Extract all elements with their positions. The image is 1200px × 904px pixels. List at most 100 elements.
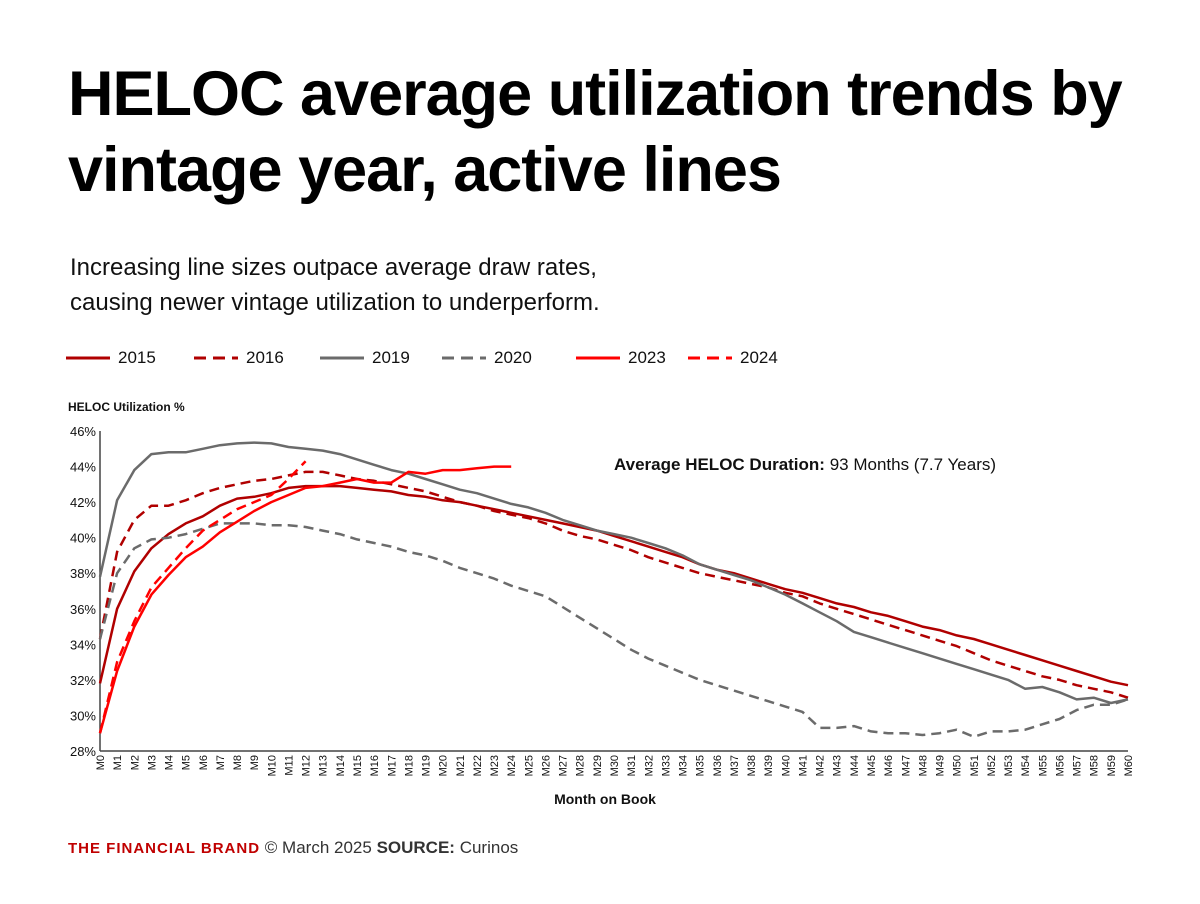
x-tick-label: M33 (660, 755, 672, 776)
y-tick-label: 36% (70, 602, 96, 617)
x-tick-label: M50 (952, 755, 964, 776)
y-tick-label: 28% (70, 744, 96, 759)
x-tick-label: M31 (626, 755, 638, 776)
x-tick-label: M14 (335, 755, 347, 776)
legend-swatch (66, 356, 110, 360)
x-tick-label: M49 (935, 755, 947, 776)
footer: THE FINANCIAL BRAND © March 2025 SOURCE:… (68, 838, 518, 858)
legend-label: 2019 (372, 348, 410, 367)
x-tick-label: M6 (198, 755, 210, 770)
x-tick-label: M18 (403, 755, 415, 776)
x-tick-label: M58 (1089, 755, 1101, 776)
y-tick-label: 32% (70, 673, 96, 688)
y-tick-label: 38% (70, 566, 96, 581)
x-tick-label: M59 (1106, 755, 1118, 776)
x-tick-label: M51 (969, 755, 981, 776)
legend-item-2016: 2016 (194, 348, 284, 368)
source-label: SOURCE: (376, 838, 455, 857)
y-tick-label: 46% (70, 424, 96, 439)
legend-swatch (320, 356, 364, 360)
legend-swatch (194, 356, 238, 360)
x-tick-label: M19 (421, 755, 433, 776)
x-tick-label: M15 (352, 755, 364, 776)
x-tick-label: M45 (866, 755, 878, 776)
x-tick-label: M16 (369, 755, 381, 776)
x-tick-label: M34 (678, 755, 690, 776)
x-tick-label: M48 (917, 755, 929, 776)
subtitle: Increasing line sizes outpace average dr… (70, 250, 970, 320)
subtitle-line-2: causing newer vintage utilization to und… (70, 289, 600, 316)
duration-annotation: Average HELOC Duration: 93 Months (7.7 Y… (614, 455, 996, 475)
x-tick-label: M26 (540, 755, 552, 776)
x-tick-label: M22 (472, 755, 484, 776)
brand-logo: THE FINANCIAL BRAND (68, 840, 261, 857)
x-tick-label: M27 (558, 755, 570, 776)
x-tick-label: M40 (780, 755, 792, 776)
x-tick-label: M57 (1072, 755, 1084, 776)
subtitle-line-1: Increasing line sizes outpace average dr… (70, 254, 597, 281)
x-tick-label: M21 (455, 755, 467, 776)
legend-item-2019: 2019 (320, 348, 410, 368)
x-tick-label: M25 (523, 755, 535, 776)
source-name: Curinos (459, 838, 519, 857)
legend-label: 2015 (118, 348, 156, 367)
x-axis-label: Month on Book (554, 791, 656, 807)
x-tick-label: M37 (729, 755, 741, 776)
x-tick-label: M20 (438, 755, 450, 776)
x-tick-label: M41 (797, 755, 809, 776)
x-tick-label: M39 (763, 755, 775, 776)
series-line-2019 (98, 441, 1129, 705)
x-tick-label: M60 (1123, 755, 1135, 776)
legend-swatch (688, 356, 732, 360)
x-tick-label: M9 (249, 755, 261, 770)
series-line-2015 (98, 484, 1129, 687)
x-tick-label: M3 (146, 755, 158, 770)
series-line-2023 (98, 465, 512, 734)
x-tick-label: M53 (1003, 755, 1015, 776)
x-tick-label: M54 (1020, 755, 1032, 776)
legend-label: 2016 (246, 348, 284, 367)
x-tick-label: M46 (883, 755, 895, 776)
legend-item-2023: 2023 (576, 348, 666, 368)
y-tick-label: 40% (70, 531, 96, 546)
footer-date: © March 2025 (264, 838, 372, 857)
y-axis-label: HELOC Utilization % (68, 400, 185, 414)
x-tick-label: M28 (575, 755, 587, 776)
legend-item-2020: 2020 (442, 348, 532, 368)
x-tick-label: M32 (643, 755, 655, 776)
x-tick-label: M24 (506, 755, 518, 776)
series-line-2020 (98, 522, 1129, 739)
annotation-text: 93 Months (7.7 Years) (829, 455, 997, 474)
x-tick-label: M29 (592, 755, 604, 776)
x-tick-label: M47 (900, 755, 912, 776)
y-tick-label: 42% (70, 495, 96, 510)
page-title: HELOC average utilization trends by vint… (68, 59, 1123, 205)
series-line-2024 (98, 460, 307, 734)
legend-label: 2023 (628, 348, 666, 367)
x-tick-label: M5 (181, 755, 193, 770)
x-tick-label: M11 (283, 755, 295, 776)
annotation-bold: Average HELOC Duration: (614, 455, 825, 474)
x-tick-label: M17 (386, 755, 398, 776)
x-tick-label: M23 (489, 755, 501, 776)
x-tick-label: M7 (215, 755, 227, 770)
x-tick-label: M2 (129, 755, 141, 770)
x-tick-label: M56 (1054, 755, 1066, 776)
x-tick-label: M52 (986, 755, 998, 776)
y-tick-label: 44% (70, 460, 96, 475)
x-tick-label: M4 (164, 755, 176, 770)
x-tick-label: M42 (815, 755, 827, 776)
x-tick-label: M13 (318, 755, 330, 776)
legend-swatch (576, 356, 620, 360)
x-tick-label: M10 (266, 755, 278, 776)
y-tick-label: 30% (70, 708, 96, 723)
y-tick-label: 34% (70, 637, 96, 652)
x-tick-label: M44 (849, 755, 861, 776)
legend-swatch (442, 356, 486, 360)
x-tick-label: M35 (695, 755, 707, 776)
x-tick-label: M38 (746, 755, 758, 776)
legend-label: 2020 (494, 348, 532, 367)
legend-label: 2024 (740, 348, 778, 367)
